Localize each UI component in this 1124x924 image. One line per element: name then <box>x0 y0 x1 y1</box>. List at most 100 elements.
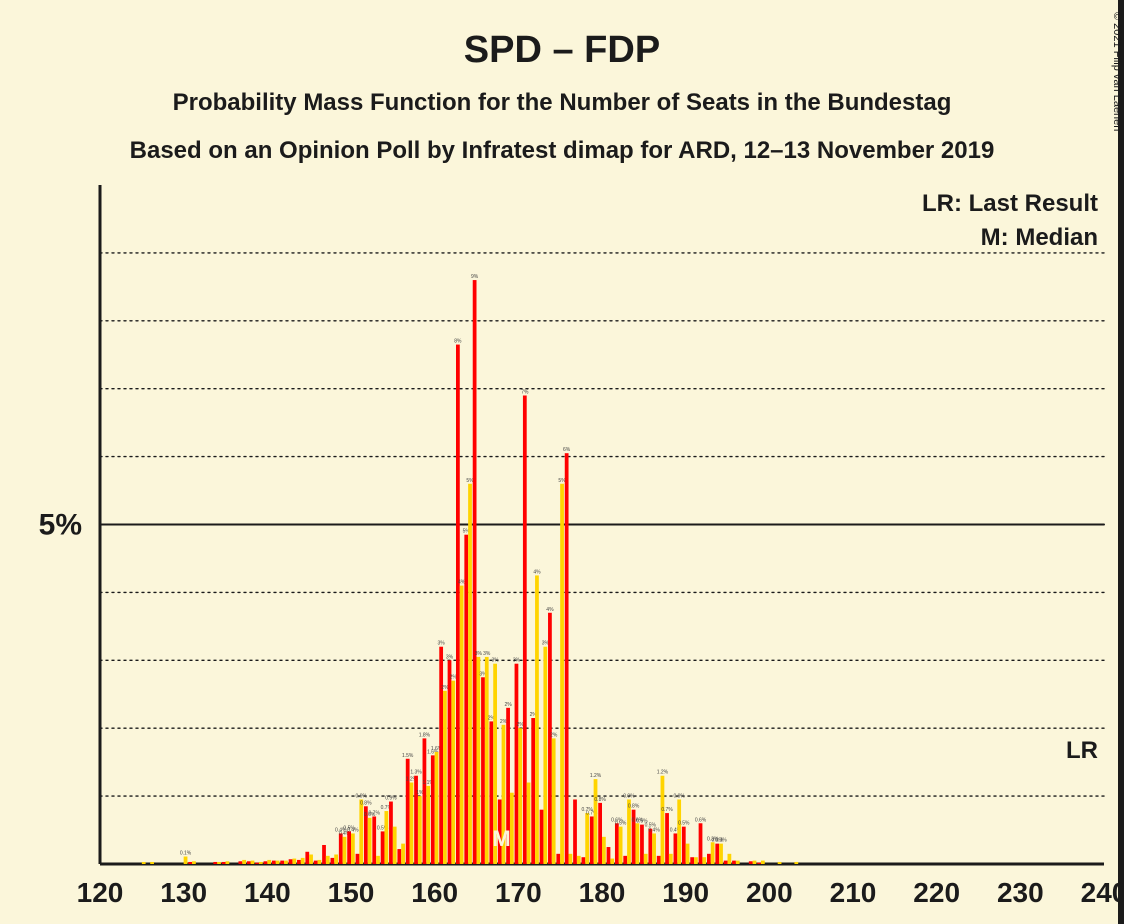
bar-series-a: 6.9 <box>523 395 527 864</box>
bar-series-b: 0.12 <box>326 856 330 864</box>
bar-series-a: 0.7 <box>590 816 594 864</box>
bar-series-a: 0.15 <box>707 854 711 864</box>
bar-label-a: 1.3% <box>410 770 422 776</box>
bar-series-a: 0.48 <box>347 831 351 864</box>
bar-label-a: 0.6% <box>695 817 707 823</box>
bar-series-a: 0.03 <box>222 862 226 864</box>
bar-series-a: 0.7 <box>372 816 376 864</box>
bar-label-a: 1.8% <box>419 732 431 738</box>
bar-series-b: 0.55 <box>619 827 623 864</box>
bar-series-b: 0.05 <box>753 861 757 864</box>
bar-series-a: 3 <box>448 660 452 864</box>
bar-label-b: 3% <box>475 651 483 657</box>
bar-series-a: 0.92 <box>389 802 393 864</box>
bar-series-b: 4.1 <box>460 586 464 864</box>
bar-series-a: 0.06 <box>297 860 301 864</box>
bar-series-a: 1.85 <box>423 738 427 864</box>
bar-series-a: 0.28 <box>322 845 326 864</box>
bar-series-b: 0.14 <box>309 854 313 864</box>
bar-series-b: 0.45 <box>652 833 656 864</box>
bar-series-a: 0.1 <box>690 857 694 864</box>
bar-series-b: 0.55 <box>393 827 397 864</box>
bar-series-b: 0.03 <box>794 862 798 864</box>
bar-series-a: 0.05 <box>732 861 736 864</box>
chart-title: SPD – FDP <box>464 29 660 71</box>
bar-series-a: 0.6 <box>615 823 619 864</box>
bar-series-a: 0.22 <box>397 849 401 864</box>
x-tick-label: 120 <box>77 877 124 908</box>
bar-series-a: 0.03 <box>213 862 217 864</box>
bar-label-b: 2% <box>550 732 558 738</box>
bar-series-b: 0.68 <box>368 818 372 864</box>
bar-series-b: 0.06 <box>267 860 271 864</box>
bar-series-b: 0.05 <box>276 861 280 864</box>
bar-series-b: 0.03 <box>778 862 782 864</box>
bar-label-b: 0.4% <box>347 827 359 833</box>
bar-label-b: 0.3% <box>715 838 727 844</box>
x-tick-label: 170 <box>495 877 542 908</box>
bar-series-a: 1.3 <box>414 776 418 864</box>
bar-series-a: 0.05 <box>724 861 728 864</box>
chart-subtitle-2: Based on an Opinion Poll by Infratest di… <box>130 137 995 164</box>
bar-label-a: 0.7% <box>369 810 381 816</box>
bar-series-b: 0.75 <box>585 813 589 864</box>
right-border <box>1118 0 1124 924</box>
bar-series-a: 0.04 <box>749 861 753 864</box>
bar-series-b: 0.06 <box>242 860 246 864</box>
bar-series-a: 0.15 <box>356 854 360 864</box>
bar-label-a: 7% <box>521 389 529 395</box>
bar-series-b: 0.15 <box>569 854 573 864</box>
bar-label-a: 0.5% <box>678 821 690 827</box>
bar-series-a: 0.1 <box>582 857 586 864</box>
bar-series-b: 0.14 <box>334 854 338 864</box>
bar-label-a: 6% <box>563 447 571 453</box>
bar-label-a: 0.8% <box>594 797 606 803</box>
x-tick-label: 140 <box>244 877 291 908</box>
bar-series-a: 6.05 <box>565 453 569 864</box>
bar-series-a: 0.05 <box>272 861 276 864</box>
bar-series-b: 5.6 <box>468 484 472 864</box>
bar-label-b: 1.2% <box>657 770 669 776</box>
bar-series-b: 0.05 <box>251 861 255 864</box>
bar-label-a: 3% <box>438 641 446 647</box>
bar-series-b: 2.7 <box>451 681 455 864</box>
bar-series-b: 0.15 <box>669 854 673 864</box>
bar-series-b: 0.05 <box>761 861 765 864</box>
bar-label-b: 0.5% <box>615 821 627 827</box>
bar-series-a: 2.15 <box>531 718 535 864</box>
bar-series-b: 0.78 <box>384 811 388 864</box>
bar-series-b: 0.3 <box>401 844 405 864</box>
bar-series-a: 0.3 <box>715 844 719 864</box>
bar-series-a: 0.8 <box>540 810 544 864</box>
bar-series-a: 0.04 <box>264 861 268 864</box>
bar-series-b: 0.12 <box>376 856 380 864</box>
bar-series-b: 0.4 <box>343 837 347 864</box>
bar-label-a: 0.7% <box>661 807 673 813</box>
bar-series-a: 0.07 <box>289 859 293 864</box>
bar-series-a: 0.45 <box>674 833 678 864</box>
x-tick-label: 200 <box>746 877 793 908</box>
bar-label-b: 0.9% <box>623 793 635 799</box>
bar-series-b: 0.12 <box>577 856 581 864</box>
bar-label-a: 3% <box>513 658 521 664</box>
bar-series-a: 0.02 <box>757 863 761 864</box>
bar-series-b: 2.55 <box>443 691 447 864</box>
x-tick-label: 180 <box>579 877 626 908</box>
bar-series-b: 0.32 <box>711 842 715 864</box>
bar-series-a: 0.95 <box>573 799 577 864</box>
bar-label-b: 0.1% <box>180 851 192 857</box>
x-tick-label: 190 <box>662 877 709 908</box>
bar-series-b: 1.85 <box>552 738 556 864</box>
bar-series-a: 0.03 <box>188 862 192 864</box>
bar-series-a: 7.65 <box>456 345 460 864</box>
bar-series-b: 1 <box>418 796 422 864</box>
bar-label-a: 0.8% <box>360 800 372 806</box>
bar-series-b: 0.08 <box>292 859 296 864</box>
bar-label-b: 3% <box>491 658 499 664</box>
bar-series-a: 1.6 <box>431 755 435 864</box>
chart-subtitle-1: Probability Mass Function for the Number… <box>173 89 952 116</box>
bar-series-a: 3.2 <box>439 647 443 864</box>
bar-series-b: 0.08 <box>610 859 614 864</box>
bar-series-b: 0.03 <box>259 862 263 864</box>
x-tick-label: 240 <box>1081 877 1124 908</box>
